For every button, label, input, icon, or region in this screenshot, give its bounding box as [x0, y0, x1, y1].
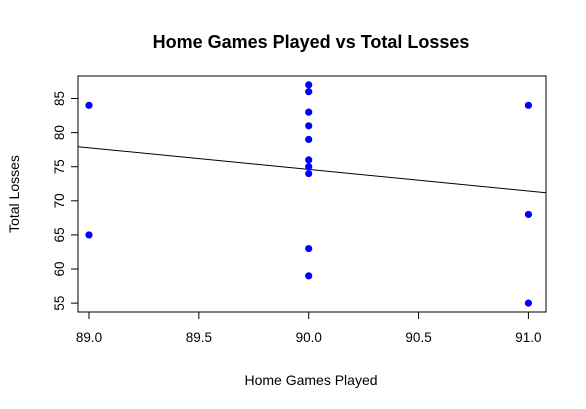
x-axis-label: Home Games Played: [244, 372, 377, 388]
x-tick-label: 90.5: [405, 330, 431, 345]
data-point: [305, 81, 313, 89]
y-tick-label: 75: [52, 159, 67, 174]
y-tick-label: 55: [52, 296, 67, 311]
plot-area-frame: [77, 75, 547, 313]
data-point: [305, 163, 313, 171]
data-point: [524, 101, 533, 109]
x-axis: 89.0 89.5 90.0 90.5 91.0: [76, 312, 542, 345]
regression-line-group: [77, 146, 547, 194]
data-point: [85, 101, 93, 109]
regression-line: [77, 146, 547, 194]
data-point: [305, 156, 313, 164]
data-points: [85, 81, 533, 307]
data-point: [524, 210, 533, 219]
y-axis: 55 60 65 70 75 80 85: [52, 91, 78, 311]
data-point: [305, 272, 313, 280]
chart-title: Home Games Played vs Total Losses: [153, 32, 470, 52]
y-tick-label: 85: [52, 91, 67, 106]
data-point: [85, 231, 93, 239]
data-point: [305, 88, 313, 96]
x-tick-label: 89.5: [186, 330, 212, 345]
data-point: [305, 244, 313, 253]
x-tick-label: 90.0: [296, 330, 322, 345]
y-tick-label: 65: [52, 227, 67, 242]
x-tick-label: 89.0: [76, 330, 102, 345]
y-axis-label: Total Losses: [6, 155, 22, 233]
data-point: [305, 122, 313, 130]
data-point: [305, 108, 313, 116]
y-tick-label: 70: [52, 193, 67, 208]
data-point: [524, 299, 533, 307]
y-tick-label: 60: [52, 262, 67, 277]
x-tick-label: 91.0: [515, 330, 541, 345]
y-tick-label: 80: [52, 125, 67, 140]
data-point: [305, 169, 313, 178]
data-point: [305, 135, 313, 144]
